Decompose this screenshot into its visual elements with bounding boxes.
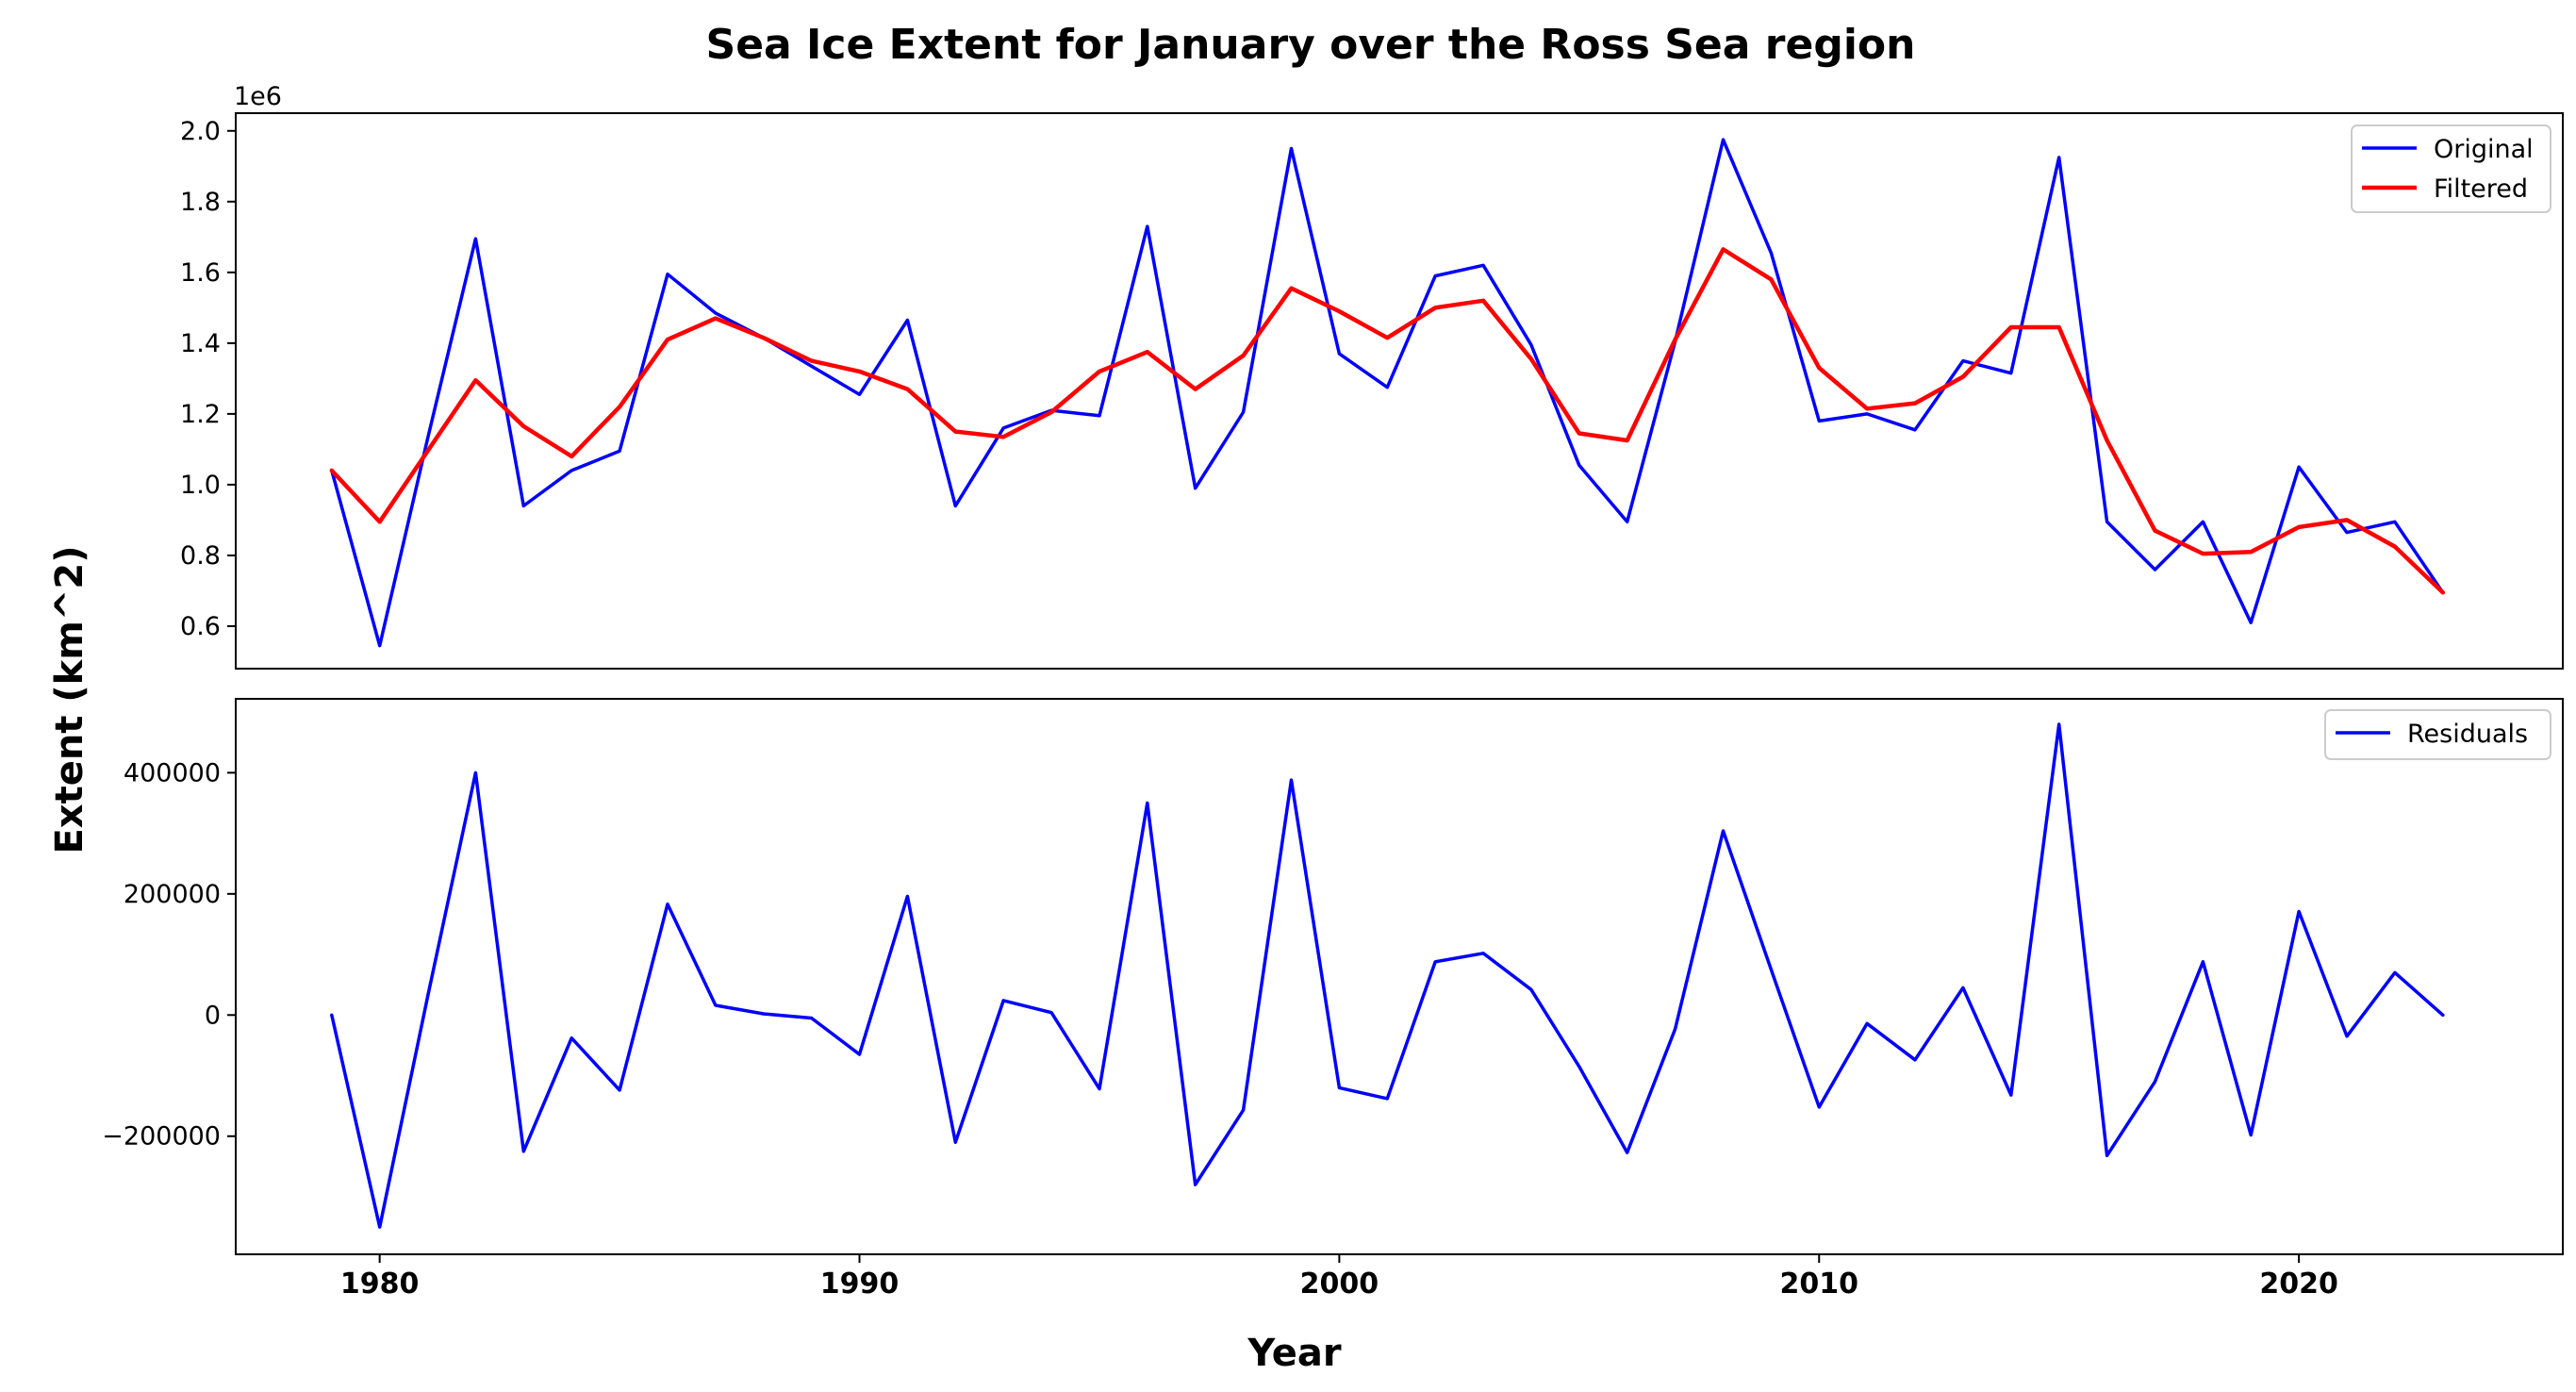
- x-tick-label: 2020: [2259, 1268, 2338, 1301]
- y-axis-label: Extent (km^2): [48, 545, 91, 853]
- chart-title: Sea Ice Extent for January over the Ross…: [706, 21, 1916, 69]
- residuals-y-tick-label: −200000: [102, 1122, 221, 1152]
- extent-y-tick-label: 1.2: [180, 400, 221, 429]
- x-ticks: 1980 1990 2000 2010 2020: [340, 1254, 2338, 1301]
- series-line-filtered: [329, 247, 2446, 595]
- extent-panel: 1e6 0.6 0.8 1.0 1.2 1.4 1.6 1.8 2.0 Original Fi…: [180, 82, 2564, 670]
- x-tick-label: 1980: [340, 1268, 420, 1301]
- x-tick-label: 2000: [1300, 1268, 1379, 1301]
- x-axis-label: Year: [1247, 1332, 1341, 1375]
- series-line-residuals: [330, 722, 2445, 1229]
- extent-y-tick-label: 1.6: [180, 258, 221, 288]
- residuals-axes-frame: [235, 698, 2564, 1255]
- residuals-legend: Residuals: [2324, 709, 2551, 760]
- residuals-y-ticks: −200000 0 200000 400000: [102, 758, 236, 1152]
- y-offset-label: 1e6: [234, 82, 282, 111]
- extent-y-tick-label: 0.6: [180, 612, 221, 641]
- residuals-y-tick-label: 400000: [124, 758, 221, 787]
- extent-lines: [329, 138, 2446, 648]
- extent-legend: Original Filtered: [2351, 124, 2551, 213]
- residuals-panel: −200000 0 200000 400000 Residuals: [102, 698, 2564, 1255]
- extent-y-tick-label: 1.0: [180, 471, 221, 500]
- x-tick-label: 1990: [820, 1268, 900, 1301]
- extent-y-tick-label: 1.4: [180, 329, 221, 358]
- residuals-y-tick-label: 200000: [124, 880, 221, 909]
- residuals-y-tick-label: 0: [205, 1001, 221, 1030]
- extent-axes-frame: [235, 112, 2564, 670]
- residuals-lines: [330, 722, 2445, 1229]
- extent-y-ticks: 0.6 0.8 1.0 1.2 1.4 1.6 1.8 2.0: [180, 117, 236, 641]
- legend-filtered-label: Filtered: [2434, 174, 2528, 204]
- x-tick-label: 2010: [1780, 1268, 1859, 1301]
- residuals-legend-box: [2324, 709, 2551, 760]
- legend-residuals-label: Residuals: [2407, 720, 2528, 749]
- extent-y-tick-label: 0.8: [180, 541, 221, 571]
- extent-y-tick-label: 2.0: [180, 117, 221, 146]
- extent-y-tick-label: 1.8: [180, 188, 221, 217]
- legend-original-label: Original: [2434, 135, 2534, 164]
